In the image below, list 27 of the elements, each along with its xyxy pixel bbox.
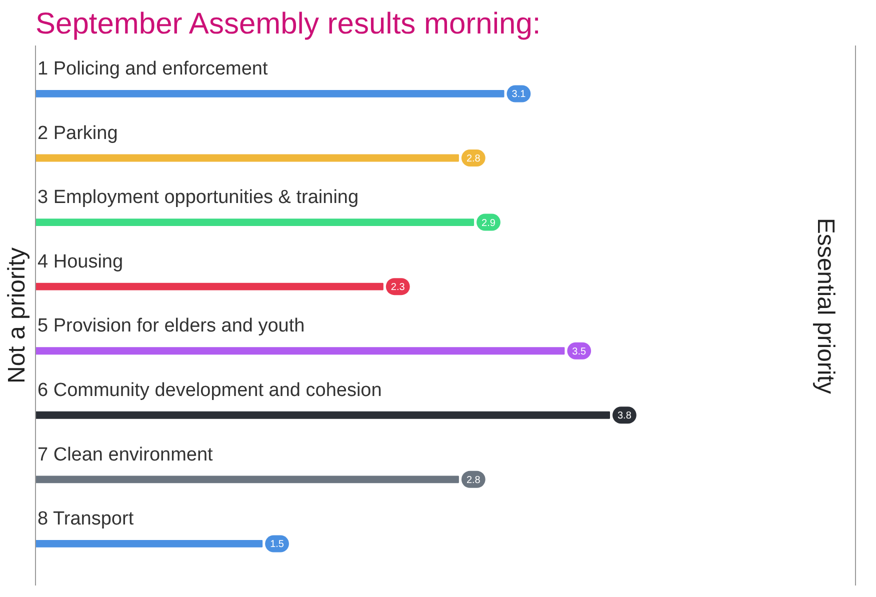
y-tick-label: 1 Policing and enforcement — [38, 58, 268, 80]
y-tick-label: 2 Parking — [38, 122, 118, 144]
data-label: 3.5 — [572, 346, 587, 358]
data-label: 1.5 — [270, 539, 284, 550]
y-tick-label: 3 Employment opportunities & training — [38, 187, 359, 208]
bar — [36, 282, 384, 290]
chart-title: September Assembly results morning: — [36, 8, 541, 40]
text: Essential priority — [812, 218, 839, 394]
data-label: 2.8 — [466, 474, 481, 486]
bar — [36, 540, 263, 548]
data-label: 3.8 — [618, 410, 632, 422]
data-label: 3.1 — [512, 89, 526, 100]
y-tick-label: 5 Provision for elders and youth — [38, 316, 305, 337]
bar — [36, 476, 459, 484]
data-label: 2.8 — [466, 154, 481, 164]
bar — [36, 347, 565, 355]
data-label: 2.3 — [390, 282, 406, 294]
y-axis-title: Not a priority — [4, 247, 30, 384]
y-tick-label: 4 Housing — [38, 251, 124, 272]
data-label: 2.9 — [482, 218, 496, 229]
bar — [36, 154, 459, 162]
bar — [36, 90, 504, 98]
y-tick-label: 6 Community development and cohesion — [38, 380, 382, 401]
y-tick-label: 8 Transport — [38, 508, 134, 530]
y-tick-label: 7 Clean environment — [38, 444, 214, 466]
bar — [36, 411, 610, 419]
bar — [36, 218, 474, 226]
